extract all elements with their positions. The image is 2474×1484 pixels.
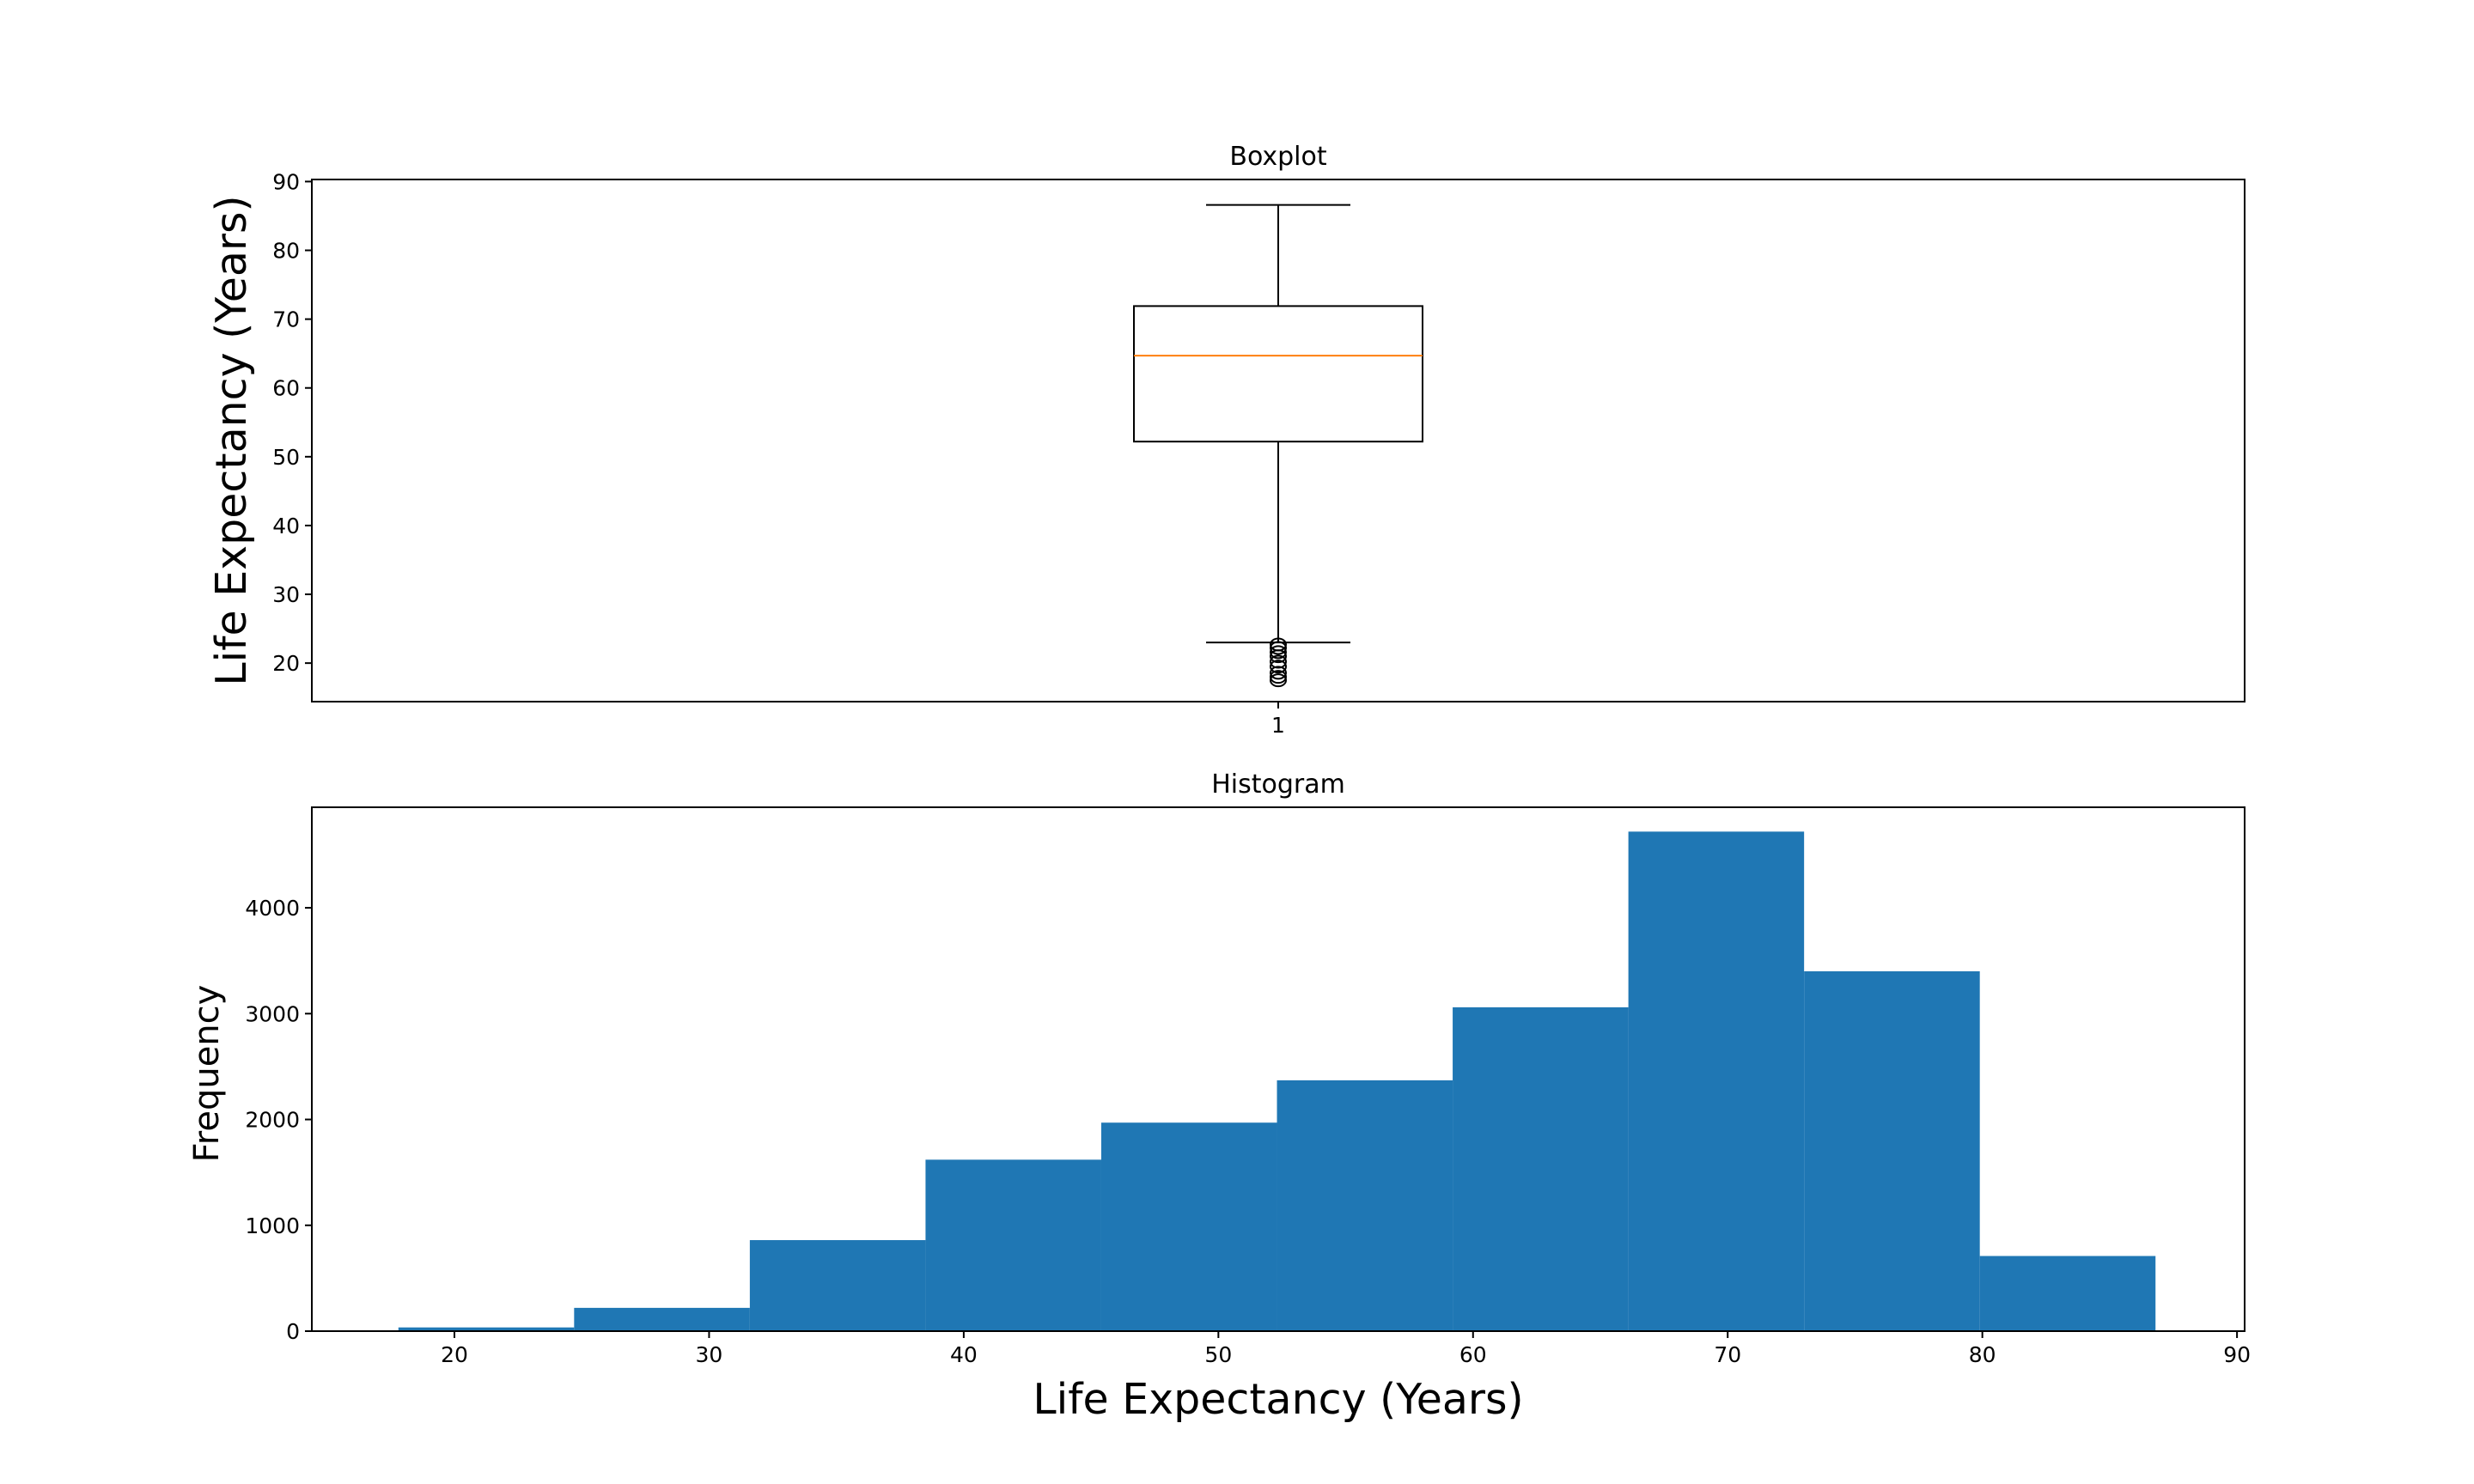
histogram-x-axis-label: Life Expectancy (Years) [1033,1375,1523,1424]
y-tick-label: 70 [272,307,300,332]
y-tick-label: 3000 [245,1001,300,1026]
y-tick-label: 0 [286,1319,300,1344]
boxplot-y-ticks: 20 30 40 50 60 70 80 90 [272,169,312,676]
histogram-y-axis-label: Frequency [187,985,227,1163]
boxplot-axes: Boxplot 20 30 40 50 60 70 80 90 1 Life Expectan… [207,142,2245,738]
histogram-title: Histogram [1211,769,1345,800]
histogram-bar [1628,831,1805,1331]
outlier-point [1270,660,1287,674]
histogram-axes: Histogram 0 1000 2000 3000 4000 20 30 40 50 60 70… [187,769,2251,1424]
x-tick-label: 30 [696,1342,723,1367]
y-tick-label: 2000 [245,1108,300,1133]
y-tick-label: 50 [272,445,300,470]
histogram-frame [311,806,2245,1332]
iqr-box [1133,305,1423,443]
y-tick-label: 80 [272,239,300,264]
x-tick-label: 60 [1459,1342,1487,1367]
histogram-bar [1804,971,1980,1331]
y-tick-label: 60 [272,376,300,401]
x-tick-label: 90 [2223,1342,2251,1367]
x-tick-label: 70 [1714,1342,1741,1367]
histogram-bar [574,1307,750,1331]
x-tick-label: 20 [441,1342,468,1367]
outlier-point [1270,641,1287,655]
histogram-bar [1100,1122,1277,1331]
x-tick-label: 40 [950,1342,978,1367]
boxplot-marks [1133,204,1423,688]
outlier-point [1270,666,1287,680]
y-tick-label: 90 [272,169,300,194]
y-tick-label: 4000 [245,896,300,921]
x-tick-label: 50 [1204,1342,1232,1367]
histogram-bar [925,1159,1101,1331]
outlier-point [1270,654,1287,669]
boxplot-y-axis-label: Life Expectancy (Years) [207,195,256,685]
x-tick-label: 80 [1969,1342,1996,1367]
y-tick-label: 1000 [245,1213,300,1238]
outlier-point [1270,637,1287,652]
outlier-point [1270,670,1287,684]
histogram-bar [1979,1256,2156,1331]
outlier-point [1270,673,1287,688]
histogram-bar [398,1327,575,1331]
histogram-bar [749,1240,926,1331]
histogram-bars [398,831,2156,1331]
x-tick-label: 1 [1271,713,1285,738]
boxplot-x-ticks: 1 [1271,702,1285,738]
boxplot-frame [311,179,2245,702]
y-tick-label: 40 [272,514,300,538]
histogram-x-ticks: 20 30 40 50 60 70 80 90 [441,1331,2251,1367]
y-tick-label: 20 [272,651,300,676]
histogram-bar [1277,1080,1453,1331]
histogram-y-ticks: 0 1000 2000 3000 4000 [245,896,312,1344]
outlier-point [1270,645,1287,660]
histogram-bar [1453,1007,1629,1331]
boxplot-title: Boxplot [1229,142,1326,172]
y-tick-label: 30 [272,582,300,607]
